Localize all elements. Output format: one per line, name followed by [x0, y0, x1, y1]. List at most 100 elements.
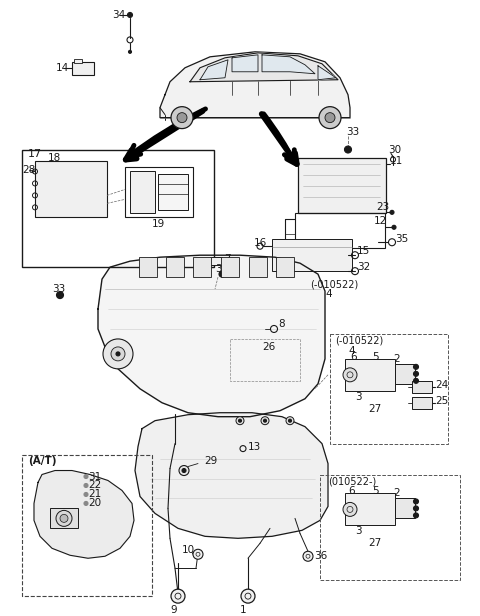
- Circle shape: [286, 416, 294, 424]
- Bar: [298, 158, 386, 213]
- Text: 27: 27: [368, 403, 381, 414]
- Text: 33: 33: [52, 284, 65, 294]
- Text: 14: 14: [56, 63, 69, 73]
- Text: 1: 1: [240, 605, 247, 615]
- Text: 10: 10: [182, 545, 195, 555]
- Bar: [125, 168, 193, 217]
- Circle shape: [103, 339, 133, 369]
- Bar: [166, 257, 184, 277]
- Text: 17: 17: [28, 148, 42, 158]
- Text: 22: 22: [88, 480, 101, 490]
- Bar: [210, 257, 222, 265]
- Circle shape: [219, 271, 225, 277]
- Bar: [295, 213, 385, 248]
- Text: 26: 26: [262, 342, 275, 352]
- Circle shape: [413, 513, 419, 518]
- Text: 29: 29: [204, 456, 217, 466]
- Circle shape: [390, 210, 394, 214]
- Circle shape: [177, 113, 187, 123]
- Text: 4: 4: [325, 289, 332, 299]
- Polygon shape: [135, 413, 328, 538]
- Text: 28: 28: [22, 166, 35, 176]
- Text: 2: 2: [393, 354, 400, 364]
- Bar: [230, 339, 300, 381]
- Text: 33: 33: [346, 127, 359, 137]
- Circle shape: [84, 501, 88, 505]
- Circle shape: [413, 499, 419, 504]
- Circle shape: [171, 107, 193, 129]
- Text: 20: 20: [88, 498, 101, 508]
- Polygon shape: [34, 471, 134, 558]
- Circle shape: [129, 51, 132, 54]
- Text: (-010522): (-010522): [335, 336, 383, 346]
- Text: 5: 5: [372, 352, 379, 362]
- Bar: [412, 397, 432, 409]
- Bar: [412, 381, 432, 393]
- Text: 13: 13: [248, 442, 261, 452]
- Circle shape: [319, 107, 341, 129]
- Bar: [221, 257, 239, 277]
- Text: 6: 6: [348, 487, 355, 496]
- Bar: [345, 359, 395, 391]
- Text: 27: 27: [368, 538, 381, 548]
- Polygon shape: [262, 55, 315, 74]
- Text: 2: 2: [393, 488, 400, 498]
- Polygon shape: [160, 52, 350, 118]
- Text: 23: 23: [376, 202, 389, 213]
- Bar: [72, 62, 94, 75]
- Circle shape: [193, 549, 203, 559]
- Text: 30: 30: [388, 145, 401, 155]
- Circle shape: [345, 146, 351, 153]
- Bar: [272, 239, 352, 271]
- Circle shape: [392, 225, 396, 229]
- Circle shape: [84, 474, 88, 479]
- Text: 9: 9: [170, 605, 177, 615]
- Polygon shape: [232, 55, 258, 72]
- Circle shape: [179, 466, 189, 476]
- Circle shape: [264, 419, 266, 422]
- Circle shape: [288, 419, 291, 422]
- Text: 25: 25: [435, 395, 448, 406]
- Text: (010522-): (010522-): [328, 477, 376, 487]
- Text: 5: 5: [372, 487, 379, 496]
- Text: 3: 3: [355, 526, 361, 537]
- Bar: [35, 161, 107, 217]
- Circle shape: [171, 589, 185, 603]
- Circle shape: [56, 511, 72, 526]
- Circle shape: [84, 484, 88, 487]
- Circle shape: [84, 492, 88, 496]
- Bar: [158, 174, 188, 210]
- Text: 21: 21: [88, 490, 101, 500]
- Bar: [276, 257, 294, 277]
- Circle shape: [57, 291, 63, 299]
- Circle shape: [182, 469, 186, 472]
- Bar: [395, 364, 415, 384]
- Circle shape: [236, 416, 244, 424]
- Circle shape: [303, 551, 313, 561]
- Text: 8: 8: [278, 319, 285, 329]
- Text: 34: 34: [112, 10, 125, 20]
- Bar: [130, 171, 155, 213]
- Text: 15: 15: [357, 246, 370, 256]
- Bar: [193, 257, 211, 277]
- Text: 18: 18: [48, 153, 61, 163]
- Circle shape: [413, 506, 419, 511]
- Text: 7: 7: [224, 254, 230, 264]
- Text: 3: 3: [355, 392, 361, 402]
- Circle shape: [241, 589, 255, 603]
- Text: 16: 16: [254, 238, 267, 248]
- Text: 19: 19: [152, 219, 165, 229]
- Polygon shape: [98, 255, 325, 416]
- Circle shape: [325, 113, 335, 123]
- Bar: [139, 257, 157, 277]
- Text: 33: 33: [215, 264, 228, 274]
- Text: 6: 6: [350, 352, 357, 362]
- Circle shape: [343, 368, 357, 382]
- Bar: [330, 334, 448, 444]
- Circle shape: [116, 352, 120, 356]
- Bar: [395, 498, 415, 519]
- Circle shape: [128, 12, 132, 17]
- Bar: [22, 455, 152, 596]
- Polygon shape: [318, 66, 336, 79]
- Bar: [50, 508, 78, 529]
